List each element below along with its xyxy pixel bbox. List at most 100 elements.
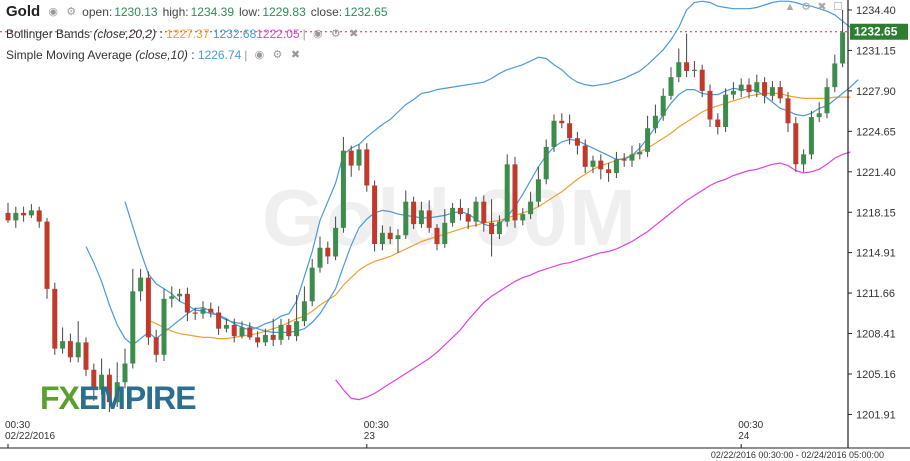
candle-body — [262, 334, 268, 343]
candle-body — [684, 62, 690, 71]
candle-body — [36, 210, 42, 222]
candle-body — [286, 324, 292, 337]
candle-body — [652, 115, 658, 129]
candle-body — [816, 113, 822, 118]
candle-body — [473, 201, 479, 222]
candle-body — [67, 341, 73, 358]
candle-body — [699, 69, 705, 91]
candle-body — [91, 369, 97, 390]
candle-body — [161, 298, 167, 355]
candle-body — [512, 164, 518, 221]
x-tick-date: 24 — [738, 431, 750, 442]
candle-body — [801, 154, 807, 165]
candle-body — [223, 324, 229, 329]
candle-body — [528, 201, 534, 215]
y-tick-label: 1211.66 — [856, 288, 895, 300]
candle-body — [364, 149, 370, 186]
eye-icon[interactable]: ◉ — [48, 5, 58, 18]
indicator-params: (close,20,2) — [93, 27, 157, 41]
candle-body — [333, 227, 339, 257]
candle-body — [730, 90, 736, 95]
candle-body — [317, 247, 323, 268]
candle-body — [769, 87, 775, 96]
candle-body — [567, 123, 573, 139]
candle-body — [231, 324, 237, 337]
gear-icon[interactable]: ⚙ — [272, 49, 283, 61]
indicator-name: Bollinger Bands — [6, 27, 91, 41]
indicator-params: (close,10) — [135, 48, 188, 62]
candle-body — [21, 212, 27, 216]
gear-icon[interactable]: ⚙ — [801, 1, 811, 13]
y-tick-label: 1231.15 — [856, 45, 896, 57]
candle-body — [145, 277, 151, 338]
candle-body — [340, 150, 346, 228]
candle-body — [60, 341, 66, 349]
candle-body — [278, 324, 284, 340]
y-tick-label: 1208.41 — [856, 329, 896, 341]
candle-body — [723, 94, 729, 127]
candle-body — [192, 312, 198, 314]
low-value: 1229.83 — [262, 4, 306, 19]
candle-body — [122, 363, 128, 383]
candle-body — [574, 138, 580, 146]
candle-body — [660, 95, 666, 116]
gear-icon[interactable]: ⚙ — [330, 28, 341, 40]
close-icon[interactable]: ✖ — [817, 1, 827, 13]
indicator-sma[interactable]: Simple Moving Average (close,10) : 1226.… — [6, 48, 304, 62]
candle-body — [808, 117, 814, 155]
close-icon[interactable]: ✖ — [349, 28, 359, 40]
candle-body — [738, 84, 744, 91]
close-icon[interactable]: ✖ — [290, 49, 301, 61]
candle-body — [184, 293, 190, 313]
candle-body — [434, 227, 440, 245]
candle-body — [676, 62, 682, 78]
indicator-bollinger[interactable]: Bollinger Bands (close,20,2) : 1227.37 1… — [6, 27, 363, 41]
last-price-tag — [850, 23, 908, 40]
candle-body — [777, 87, 783, 99]
candle-body — [551, 120, 557, 147]
x-tick-time: 00:30 — [738, 420, 763, 431]
candle-body — [99, 374, 105, 390]
bb-upper-line — [124, 0, 851, 331]
fxempire-logo: FXEMPIRE — [40, 380, 197, 416]
chart-window-controls: ▲ ⚙ ✖ ☐ — [780, 1, 844, 13]
candle-body — [481, 201, 487, 223]
candle-body — [543, 146, 549, 180]
x-tick-date: 02/22/2016 — [5, 431, 55, 442]
high-value: 1234.39 — [190, 4, 235, 19]
candle-body — [426, 210, 432, 228]
candle-body — [598, 160, 604, 170]
candle-body — [177, 293, 183, 297]
candle-body — [840, 32, 846, 64]
candle-body — [130, 291, 136, 364]
y-tick-label: 1224.65 — [856, 126, 896, 138]
y-tick-label: 1218.15 — [856, 207, 896, 219]
close-value: 1232.65 — [344, 4, 388, 19]
candle-body — [442, 222, 448, 245]
eye-icon[interactable]: ◉ — [254, 49, 265, 61]
candle-body — [379, 232, 385, 245]
candle-body — [450, 207, 456, 223]
candle-body — [418, 210, 424, 225]
candles — [5, 9, 846, 413]
candle-body — [606, 169, 612, 174]
candle-body — [13, 212, 19, 221]
sma-line — [85, 79, 859, 346]
eye-icon[interactable]: ◉ — [312, 28, 323, 40]
candle-body — [504, 164, 510, 222]
candle-body — [239, 327, 245, 337]
candle-body — [372, 185, 378, 245]
candle-body — [169, 296, 175, 299]
bb-mid-value: 1227.37 — [166, 27, 210, 41]
candle-body — [489, 222, 495, 235]
x-tick-time: 00:30 — [5, 420, 30, 431]
candle-body — [387, 232, 393, 240]
triangle-up-icon[interactable]: ▲ — [784, 1, 796, 13]
candle-body — [294, 321, 300, 337]
y-tick-label: 1227.90 — [856, 86, 896, 98]
candle-body — [762, 82, 768, 96]
x-tick-time: 00:30 — [364, 420, 389, 431]
gear-icon[interactable]: ⚙ — [66, 5, 77, 18]
maximize-icon[interactable]: ☐ — [833, 1, 843, 13]
